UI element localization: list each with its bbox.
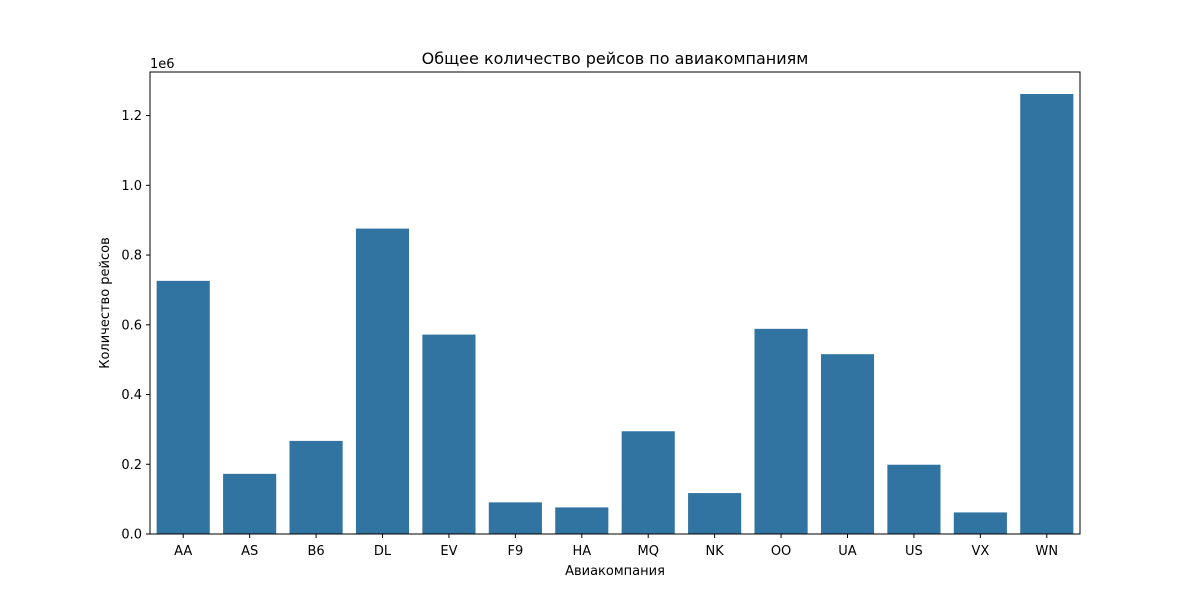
x-tick-label-ev: EV: [440, 544, 457, 559]
bar-us: [887, 464, 941, 534]
bar-vx: [953, 512, 1007, 534]
x-tick-label-mq: MQ: [637, 544, 658, 559]
x-tick-label-nk: NK: [706, 544, 725, 559]
y-scale-label: 1e6: [150, 57, 175, 72]
y-axis: 0.0 0.2 0.4 0.6 0.8 1.0 1.2: [121, 109, 150, 543]
y-tick-label-3: 0.6: [121, 318, 142, 333]
y-tick-label-5: 1.0: [121, 179, 142, 194]
bar-b6: [289, 440, 343, 534]
x-tick-label-dl: DL: [374, 544, 392, 559]
bar-mq: [621, 431, 675, 534]
x-tick-label-as: AS: [241, 544, 258, 559]
x-tick-label-ua: UA: [838, 544, 857, 559]
x-tick-label-aa: AA: [174, 544, 192, 559]
bar-as: [223, 473, 277, 534]
x-tick-label-us: US: [905, 544, 923, 559]
plot-frame: [149, 71, 1081, 535]
y-tick-label-0: 0.0: [121, 528, 142, 543]
x-tick-label-f9: F9: [507, 544, 523, 559]
x-axis-label: Авиакомпания: [565, 564, 665, 579]
bar-ha: [555, 507, 609, 534]
x-axis: AA AS B6 DL EV F9 HA MQ NK OO UA US VX WN: [174, 534, 1058, 559]
bar-f9: [488, 502, 542, 534]
x-tick-label-oo: OO: [771, 544, 791, 559]
bar-oo: [754, 328, 808, 534]
x-tick-label-ha: HA: [572, 544, 591, 559]
bars-group: [156, 94, 1074, 535]
y-tick-label-6: 1.2: [121, 109, 142, 124]
bar-wn: [1020, 94, 1074, 535]
x-tick-label-vx: VX: [971, 544, 989, 559]
bar-aa: [156, 280, 210, 534]
bar-ua: [820, 354, 875, 534]
y-tick-label-2: 0.4: [121, 388, 142, 403]
x-tick-label-b6: B6: [307, 544, 324, 559]
bar-dl: [355, 228, 410, 534]
bar-ev: [422, 334, 476, 534]
chart-title: Общее количество рейсов по авиакомпаниям: [422, 49, 809, 68]
y-axis-label: Количество рейсов: [98, 237, 113, 369]
y-tick-label-4: 0.8: [121, 249, 142, 264]
x-tick-label-wn: WN: [1035, 544, 1058, 559]
bar-nk: [688, 493, 742, 534]
y-tick-label-1: 0.2: [121, 458, 142, 473]
